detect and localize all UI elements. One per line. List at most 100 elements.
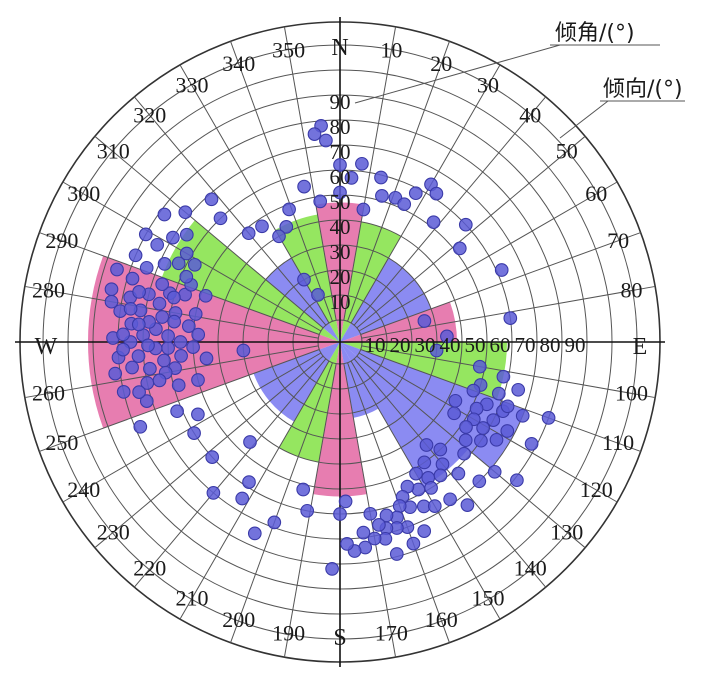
pole-point: [476, 421, 490, 435]
azimuth-tick-label: 280: [32, 278, 65, 303]
pole-point: [524, 437, 539, 451]
azimuth-tick-label: 150: [472, 585, 505, 610]
rose-petal-30-70: [340, 257, 432, 342]
azimuth-tick-label: 310: [97, 139, 130, 164]
pole-point: [472, 359, 487, 374]
pole-point: [397, 197, 412, 212]
pole-point: [125, 360, 139, 375]
pole-point: [489, 432, 504, 447]
pole-point: [171, 256, 186, 271]
pole-point: [419, 438, 434, 452]
pole-point: [157, 353, 171, 368]
dip-tick-label-north: 30: [330, 240, 351, 264]
pole-point: [472, 474, 487, 489]
pole-point: [213, 211, 228, 226]
azimuth-tick-label: 240: [67, 477, 100, 502]
azimuth-tick-label: 210: [176, 585, 209, 610]
pole-point: [460, 498, 475, 512]
azimuth-tick-label: 230: [97, 519, 130, 544]
pole-point: [367, 531, 382, 546]
azimuth-tick-label: 10: [380, 38, 402, 63]
azimuth-tick-label: 70: [607, 228, 629, 253]
pole-point: [313, 194, 328, 209]
pole-point: [426, 215, 441, 230]
pole-point: [187, 257, 202, 272]
spoke-340: [230, 41, 333, 322]
azimuth-tick-label: 350: [272, 38, 305, 63]
cardinal-north: N: [331, 35, 348, 61]
pole-point: [199, 351, 214, 366]
pole-point: [427, 499, 442, 513]
rose-petal-190-210: [279, 342, 340, 463]
pole-point: [242, 475, 256, 489]
pole-point: [452, 241, 467, 256]
azimuth-tick-label: 60: [585, 181, 607, 206]
pole-point: [157, 257, 172, 271]
azimuth-tick-label: 20: [430, 51, 452, 76]
azimuth-tick-label: 100: [615, 380, 648, 405]
pole-point: [170, 404, 184, 419]
pole-point: [152, 296, 167, 311]
pole-point: [457, 446, 471, 461]
pole-point: [429, 343, 444, 358]
pole-point: [267, 515, 282, 530]
pole-point: [132, 285, 146, 299]
azimuth-tick-label: 290: [45, 228, 78, 253]
spoke-130: [356, 355, 586, 549]
spoke-320: [133, 96, 327, 326]
pole-point: [150, 237, 165, 252]
pole-point: [236, 343, 251, 358]
azimuth-tick-label: 140: [514, 556, 547, 581]
rose-petal-90-110: [340, 342, 507, 400]
spoke-290: [39, 232, 320, 335]
spoke-30: [350, 64, 501, 324]
pole-point: [125, 271, 140, 286]
pole-point: [157, 207, 172, 222]
dip-tick-label-north: 90: [330, 90, 351, 114]
pole-point: [433, 468, 448, 483]
pole-point: [296, 482, 311, 497]
pole-point: [424, 481, 438, 495]
pole-point: [186, 340, 200, 354]
pole-point: [128, 248, 143, 263]
dip-tick-label-north: 40: [330, 215, 351, 239]
pole-point: [325, 562, 339, 576]
pole-point: [515, 408, 530, 423]
pole-point: [307, 127, 322, 141]
pole-point: [138, 227, 153, 242]
pole-point: [179, 227, 194, 242]
pole-point: [108, 366, 123, 381]
pole-point: [104, 294, 119, 309]
pole-point: [178, 205, 193, 220]
spoke-70: [360, 232, 641, 335]
dip-tick-label-east: 50: [465, 333, 486, 357]
dip-tick-label-north: 70: [330, 140, 351, 164]
cardinal-east: E: [633, 334, 648, 360]
azimuth-tick-label: 130: [550, 519, 583, 544]
rose-petal-290-310: [161, 220, 340, 342]
spoke-110: [360, 349, 641, 452]
azimuth-tick-label: 220: [133, 556, 166, 581]
pole-point: [372, 518, 386, 532]
pole-point: [205, 450, 220, 464]
pole-point: [282, 202, 296, 217]
cardinal-west: W: [35, 334, 58, 360]
pole-point: [131, 317, 146, 332]
pole-point: [116, 385, 131, 399]
spoke-100: [361, 345, 656, 399]
rose-petal-310-330: [265, 257, 340, 342]
spoke-10: [343, 26, 397, 321]
pole-point: [198, 288, 213, 303]
pole-point: [417, 314, 432, 328]
pole-point: [123, 301, 138, 316]
dip-legend-label: 倾角/(°): [555, 21, 635, 46]
pole-point: [311, 288, 325, 302]
pole-point: [374, 170, 388, 185]
pole-point: [272, 229, 286, 244]
pole-point: [174, 349, 188, 363]
spoke-20: [347, 41, 450, 322]
pole-point: [496, 369, 511, 384]
pole-point: [132, 385, 146, 399]
pole-point: [356, 202, 371, 217]
pole-point: [247, 526, 262, 541]
